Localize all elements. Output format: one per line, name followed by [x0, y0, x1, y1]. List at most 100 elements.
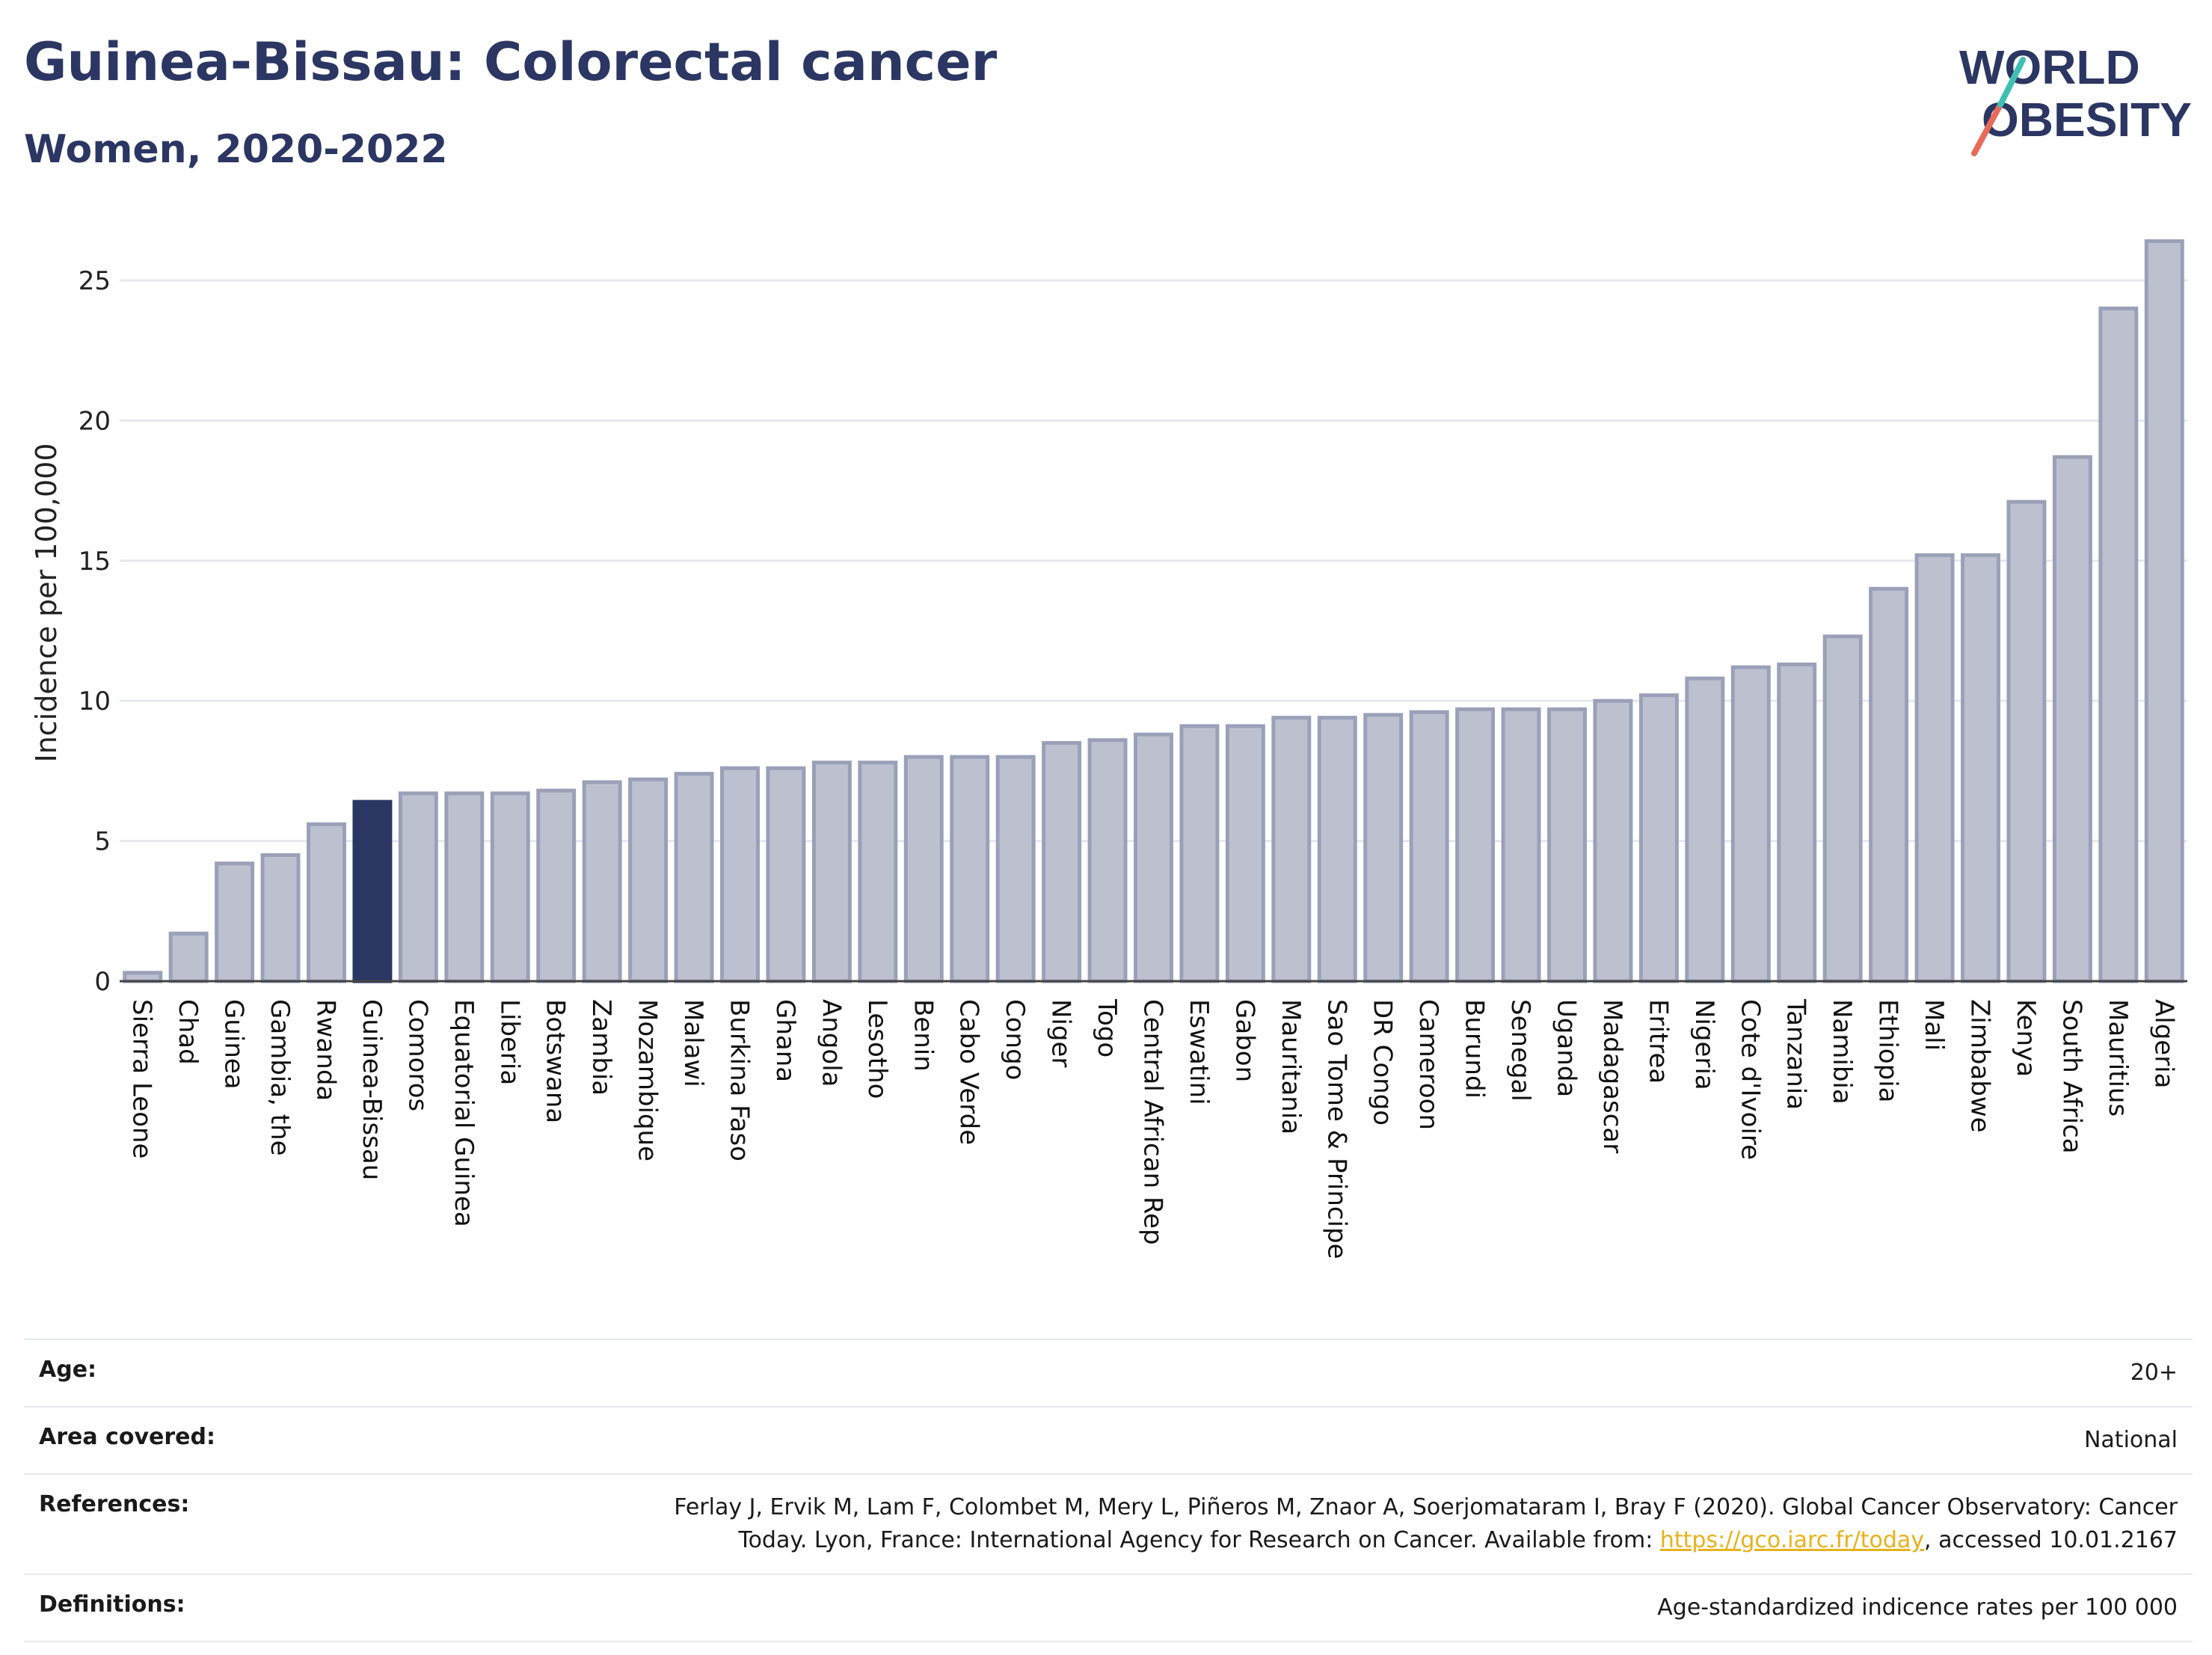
x-tick-label: South Africa [2056, 999, 2086, 1154]
footer-label: Age: [39, 1357, 97, 1383]
x-tick-label: Zimbabwe [1965, 999, 1995, 1133]
bar [1455, 707, 1496, 983]
x-tick-label: Mozambique [633, 999, 663, 1161]
bar [674, 772, 714, 983]
x-tick-label: Uganda [1552, 999, 1582, 1097]
bar [995, 755, 1036, 983]
x-tick-label: Rwanda [311, 999, 341, 1101]
bar [307, 822, 346, 983]
bar [536, 788, 577, 983]
x-tick-label: Malawi [678, 999, 708, 1087]
x-tick-label: Botswana [541, 999, 571, 1123]
x-tick-label: Sierra Leone [127, 999, 157, 1158]
y-tick-label: 20 [79, 406, 111, 436]
y-tick-label: 10 [79, 687, 111, 716]
bar [1547, 707, 1587, 983]
bar [2052, 455, 2092, 983]
y-tick-label: 0 [94, 967, 111, 997]
bar [490, 791, 530, 983]
x-tick-label: Tanzania [1781, 998, 1811, 1110]
x-tick-label: Kenya [2011, 999, 2041, 1077]
bar [1685, 676, 1725, 983]
x-tick-label: Ethiopia [1873, 999, 1903, 1102]
bar [858, 761, 898, 983]
bar [1869, 586, 1909, 983]
x-tick-label: Zambia [586, 999, 616, 1096]
y-tick-label: 5 [94, 827, 111, 857]
footer-label: References: [39, 1491, 190, 1517]
bar [352, 799, 393, 983]
world-obesity-logo: WORLD OBESITY [1959, 40, 2191, 156]
bar [1042, 740, 1082, 983]
x-tick-label: DR Congo [1368, 999, 1398, 1126]
footer-label: Area covered: [39, 1424, 215, 1450]
page-subtitle: Women, 2020-2022 [24, 127, 448, 172]
x-tick-label: Gambia, the [265, 999, 295, 1156]
bar [1638, 693, 1679, 983]
x-tick-label: Algeria [2148, 999, 2178, 1088]
bar [1225, 724, 1265, 983]
x-tick-label: Cameroon [1413, 999, 1443, 1130]
x-tick-label: Eswatini [1184, 999, 1214, 1105]
bar [1134, 732, 1173, 983]
y-tick-label: 15 [79, 547, 111, 577]
x-tick-label: Cabo Verde [954, 999, 984, 1145]
bar [811, 761, 852, 983]
x-tick-label: Senegal [1505, 999, 1535, 1102]
x-tick-label: Benin [908, 999, 938, 1072]
bar [1409, 710, 1449, 983]
x-tick-label: Burkina Faso [725, 999, 755, 1161]
reference-link[interactable]: https://gco.iarc.fr/today [1659, 1527, 1925, 1553]
footer-row-age: Age: 20+ [24, 1339, 2193, 1406]
bar [398, 791, 438, 983]
bar [123, 971, 163, 983]
x-tick-label: Angola [816, 999, 846, 1087]
x-tick-label: Sao Tome & Principe [1321, 999, 1351, 1259]
x-tick-label: Eritrea [1643, 999, 1673, 1084]
footer-value: National [2083, 1427, 2178, 1453]
bar [168, 931, 209, 983]
bar [2098, 306, 2139, 983]
bar [2006, 500, 2047, 983]
logo-line1: WORLD [1959, 40, 2140, 94]
chart-footer: Age: 20+ Area covered: National Referenc… [24, 1339, 2193, 1642]
x-tick-label: Namibia [1827, 999, 1857, 1105]
x-tick-label: Niger [1046, 999, 1076, 1067]
bar [1501, 707, 1541, 983]
x-tick-label: Liberia [494, 999, 524, 1085]
x-tick-label: Madagascar [1597, 999, 1627, 1153]
bar [444, 791, 485, 983]
bar [1730, 665, 1771, 983]
bar [950, 755, 990, 983]
x-tick-label: Cote d'Ivoire [1735, 999, 1765, 1160]
y-axis-title: Incidence per 100,000 [30, 443, 63, 762]
bar [260, 853, 301, 983]
reference-accessed: , accessed 10.01.2167 [1924, 1527, 2178, 1553]
footer-row-references: References: Ferlay J, Ervik M, Lam F, Co… [24, 1473, 2193, 1573]
bar [628, 777, 669, 983]
footer-value: 20+ [2130, 1360, 2178, 1386]
bar [1822, 634, 1863, 983]
x-tick-label: Guinea-Bissau [357, 999, 387, 1180]
x-tick-label: Mauritius [2103, 999, 2133, 1117]
footer-value: Ferlay J, Ervik M, Lam F, Colombet M, Me… [607, 1491, 2178, 1557]
logo-line2: OBESITY [1982, 93, 2191, 147]
bar [1914, 553, 1955, 983]
bar [1961, 553, 2000, 983]
x-tick-label: Mauritania [1276, 999, 1306, 1134]
x-tick-label: Nigeria [1689, 999, 1719, 1090]
x-tick-label: Gabon [1229, 999, 1259, 1082]
bar-chart: 0 5 10 15 20 25 Incidence per 100,000 Sierra Le… [30, 239, 2187, 1259]
bar [903, 755, 944, 983]
bar [1363, 713, 1404, 983]
x-tick-label: Ghana [770, 999, 800, 1082]
bar [582, 780, 622, 983]
bar [1593, 698, 1633, 983]
footer-label: Definitions: [39, 1591, 185, 1618]
bar [766, 766, 806, 983]
x-tick-label: Equatorial Guinea [449, 999, 479, 1227]
bar [1777, 662, 1817, 983]
bar [720, 766, 760, 983]
footer-row-area: Area covered: National [24, 1406, 2193, 1473]
footer-value: Age-standardized indicence rates per 100… [1657, 1594, 2178, 1621]
